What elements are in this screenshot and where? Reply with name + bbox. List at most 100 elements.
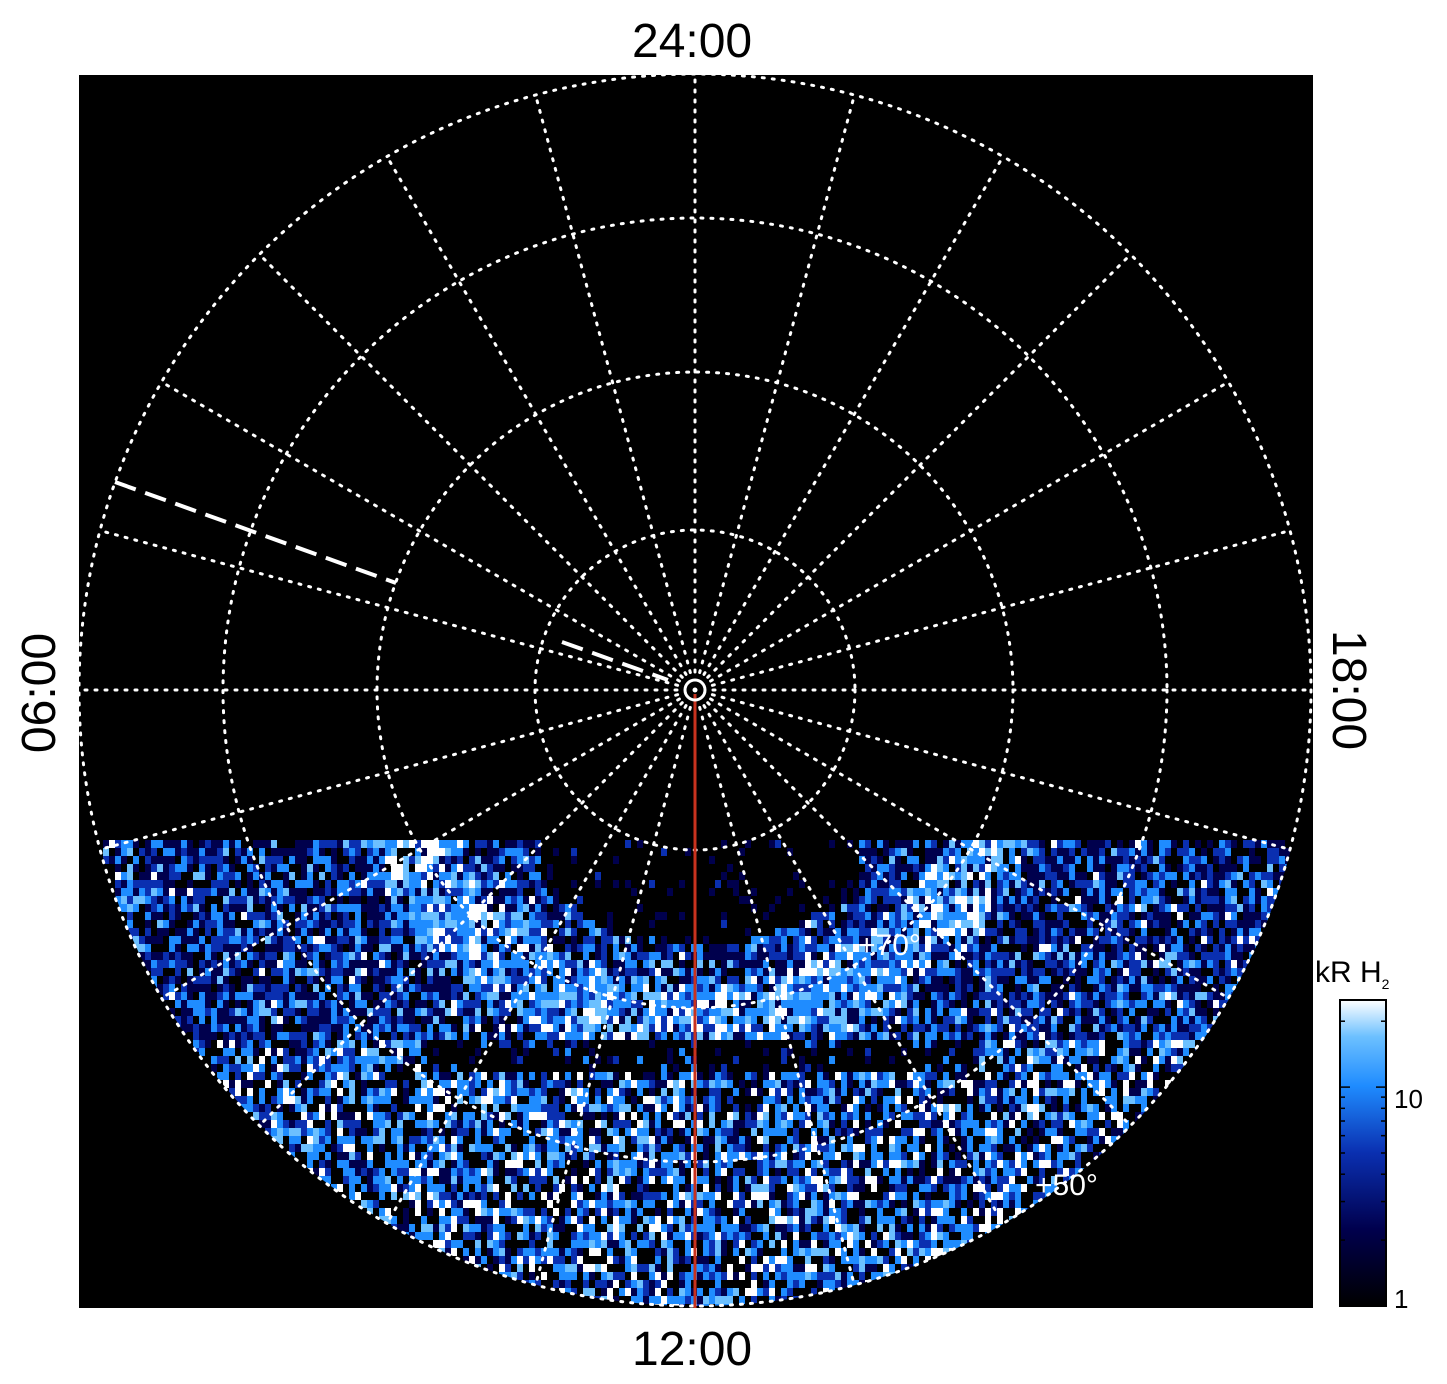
emission-pixel — [1195, 952, 1201, 967]
emission-pixel — [985, 1040, 991, 1048]
emission-pixel — [469, 912, 475, 922]
emission-pixel — [121, 840, 127, 850]
emission-pixel — [823, 1040, 829, 1048]
emission-pixel — [1141, 1008, 1147, 1017]
emission-pixel — [793, 920, 799, 934]
emission-pixel — [775, 936, 781, 949]
emission-pixel — [373, 992, 379, 1004]
emission-pixel — [1243, 856, 1249, 868]
emission-pixel — [421, 928, 427, 942]
emission-pixel — [469, 1048, 475, 1056]
emission-pixel — [553, 992, 559, 1007]
emission-pixel — [307, 872, 313, 886]
emission-pixel — [313, 872, 319, 882]
emission-pixel — [211, 968, 217, 977]
emission-pixel — [517, 856, 523, 864]
emission-pixel — [1225, 920, 1231, 928]
emission-pixel — [451, 928, 457, 938]
emission-pixel — [769, 872, 775, 880]
emission-pixel — [523, 968, 529, 977]
emission-pixel — [583, 976, 589, 987]
emission-pixel — [973, 912, 979, 920]
emission-pixel — [1201, 840, 1207, 849]
emission-pixel — [1057, 888, 1063, 896]
emission-pixel — [397, 936, 403, 945]
emission-pixel — [739, 912, 745, 922]
emission-pixel — [673, 1048, 679, 1056]
emission-pixel — [259, 1040, 265, 1048]
emission-pixel — [901, 888, 907, 896]
emission-pixel — [559, 968, 565, 976]
emission-pixel — [835, 912, 841, 924]
emission-pixel — [283, 1040, 289, 1048]
emission-pixel — [187, 968, 193, 983]
emission-pixel — [367, 864, 373, 877]
emission-pixel — [1255, 920, 1261, 934]
emission-pixel — [349, 936, 355, 944]
emission-pixel — [187, 872, 193, 883]
emission-pixel — [181, 848, 187, 858]
emission-pixel — [1033, 848, 1039, 859]
emission-pixel — [109, 856, 115, 866]
emission-pixel — [163, 904, 169, 914]
emission-pixel — [391, 1000, 397, 1015]
emission-pixel — [583, 1040, 589, 1048]
emission-pixel — [421, 888, 427, 897]
emission-pixel — [175, 928, 181, 940]
emission-pixel — [313, 840, 319, 855]
emission-pixel — [481, 912, 487, 925]
emission-pixel — [871, 936, 877, 951]
emission-pixel — [1207, 880, 1213, 888]
emission-pixel — [517, 904, 523, 916]
emission-pixel — [439, 928, 445, 942]
emission-pixel — [505, 856, 511, 869]
emission-pixel — [1261, 848, 1267, 856]
emission-pixel — [805, 864, 811, 877]
emission-pixel — [985, 952, 991, 962]
emission-pixel — [1105, 1048, 1111, 1056]
emission-pixel — [883, 944, 889, 955]
emission-pixel — [961, 880, 967, 890]
emission-pixel — [973, 896, 979, 910]
emission-pixel — [787, 984, 793, 996]
emission-pixel — [907, 1008, 913, 1016]
emission-pixel — [463, 1000, 469, 1014]
emission-pixel — [337, 864, 343, 877]
emission-pixel — [463, 1040, 469, 1048]
emission-pixel — [1075, 968, 1081, 980]
emission-pixel — [265, 992, 271, 1002]
emission-pixel — [607, 912, 613, 922]
emission-pixel — [301, 928, 307, 937]
emission-pixel — [619, 880, 625, 894]
emission-pixel — [601, 880, 607, 895]
emission-pixel — [985, 896, 991, 904]
emission-pixel — [631, 856, 637, 866]
emission-pixel — [859, 856, 865, 864]
emission-pixel — [703, 864, 709, 873]
emission-pixel — [817, 904, 823, 917]
emission-pixel — [823, 992, 829, 1002]
emission-pixel — [1267, 848, 1273, 857]
emission-pixel — [895, 1000, 901, 1009]
emission-pixel — [1111, 960, 1117, 973]
emission-pixel — [1027, 992, 1033, 1000]
emission-pixel — [223, 1008, 229, 1017]
emission-pixel — [1129, 848, 1135, 856]
emission-pixel — [649, 936, 655, 946]
emission-pixel — [109, 872, 115, 890]
emission-pixel — [529, 864, 535, 877]
emission-pixel — [1225, 888, 1231, 897]
emission-pixel — [1081, 848, 1087, 859]
emission-pixel — [127, 912, 133, 925]
emission-pixel — [1243, 864, 1249, 878]
emission-pixel — [181, 904, 187, 915]
emission-pixel — [661, 896, 667, 906]
emission-pixel — [295, 968, 301, 978]
emission-pixel — [319, 1040, 325, 1048]
emission-pixel — [583, 912, 589, 926]
emission-pixel — [685, 992, 691, 1006]
emission-pixel — [907, 872, 913, 886]
emission-pixel — [439, 960, 445, 968]
emission-pixel — [475, 1048, 481, 1056]
emission-pixel — [505, 1040, 511, 1048]
